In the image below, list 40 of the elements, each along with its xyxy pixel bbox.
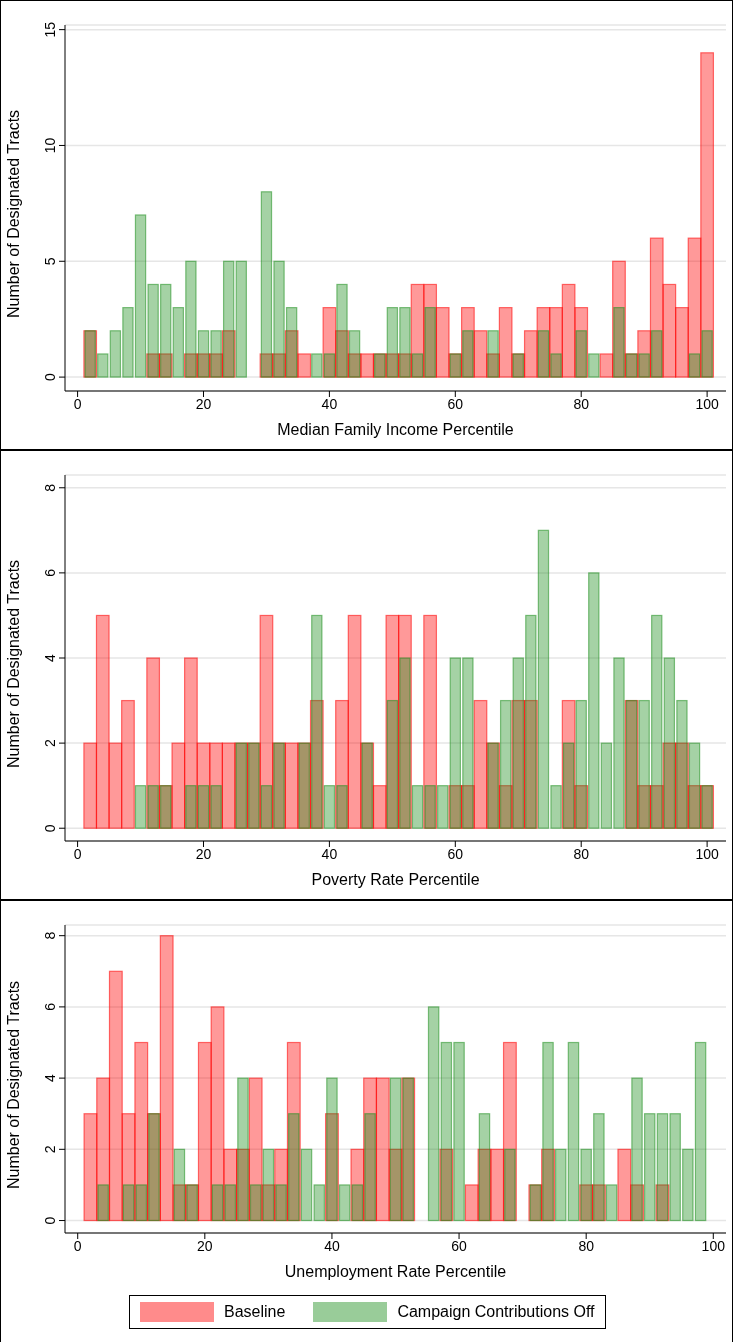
y-tick-label: 10 bbox=[42, 137, 58, 154]
x-tick-label: 20 bbox=[197, 1237, 213, 1254]
x-tick-label: 60 bbox=[447, 395, 464, 412]
x-axis-title: Median Family Income Percentile bbox=[277, 421, 514, 438]
y-axis-title: Number of Designated Tracts bbox=[4, 559, 22, 768]
x-tick-label: 60 bbox=[451, 1237, 468, 1254]
x-tick-label: 0 bbox=[73, 1237, 82, 1254]
x-tick-label: 80 bbox=[578, 1237, 595, 1254]
y-tick-label: 0 bbox=[42, 824, 58, 833]
x-tick-label: 40 bbox=[324, 1237, 340, 1254]
y-tick-label: 0 bbox=[42, 373, 58, 381]
x-tick-label: 20 bbox=[195, 845, 212, 862]
x-tick-label: 100 bbox=[695, 395, 720, 412]
x-tick-label: 60 bbox=[447, 845, 464, 862]
y-tick-label: 8 bbox=[42, 931, 58, 940]
x-tick-label: 0 bbox=[73, 395, 82, 412]
y-tick-label: 6 bbox=[42, 1002, 58, 1011]
x-tick-label: 80 bbox=[573, 395, 590, 412]
x-tick-label: 20 bbox=[195, 395, 212, 412]
x-tick-label: 100 bbox=[701, 1237, 726, 1254]
y-tick-label: 4 bbox=[42, 653, 58, 662]
y-axis-title: Number of Designated Tracts bbox=[4, 980, 22, 1189]
y-tick-label: 2 bbox=[42, 1145, 58, 1154]
y-tick-label: 0 bbox=[42, 1216, 58, 1225]
legend-label: Campaign Contributions Off bbox=[397, 1303, 595, 1321]
y-tick-label: 4 bbox=[42, 1074, 58, 1083]
x-axis-title: Unemployment Rate Percentile bbox=[284, 1263, 507, 1280]
y-tick-label: 2 bbox=[42, 739, 58, 748]
y-tick-label: 6 bbox=[42, 568, 58, 577]
y-tick-label: 15 bbox=[42, 21, 58, 38]
x-tick-label: 100 bbox=[695, 845, 720, 862]
x-axis-title: Poverty Rate Percentile bbox=[311, 871, 480, 888]
legend-label: Baseline bbox=[224, 1303, 286, 1321]
y-axis-title: Number of Designated Tracts bbox=[4, 109, 22, 318]
y-tick-label: 5 bbox=[42, 257, 58, 266]
x-tick-label: 40 bbox=[321, 845, 338, 862]
x-tick-label: 40 bbox=[321, 395, 338, 412]
y-tick-label: 8 bbox=[42, 483, 58, 492]
x-tick-label: 80 bbox=[573, 845, 590, 862]
x-tick-label: 0 bbox=[73, 845, 82, 862]
